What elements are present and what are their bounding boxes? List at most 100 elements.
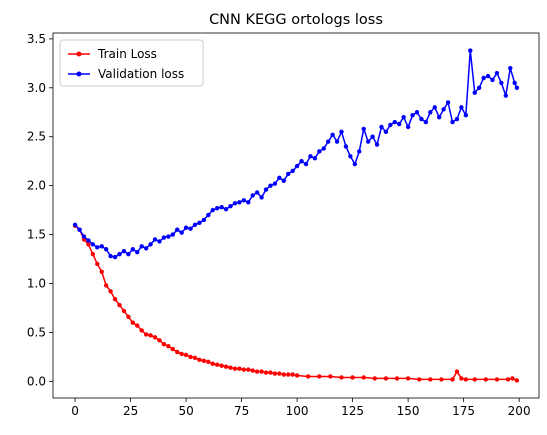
data-point-train-loss <box>126 314 131 319</box>
data-point-validation-loss <box>437 114 442 120</box>
x-tick-label: 75 <box>234 404 249 418</box>
data-point-train-loss <box>405 376 411 381</box>
data-point-train-loss <box>99 269 104 274</box>
series-validation-loss <box>72 48 520 260</box>
data-point-validation-loss <box>161 235 167 240</box>
data-point-train-loss <box>250 368 255 373</box>
data-point-train-loss <box>268 370 273 375</box>
data-point-validation-loss <box>490 77 495 83</box>
data-point-validation-loss <box>432 105 437 110</box>
data-point-validation-loss <box>423 119 429 125</box>
data-point-train-loss <box>350 375 355 380</box>
data-point-validation-loss <box>72 222 78 227</box>
data-point-validation-loss <box>143 246 149 251</box>
data-point-validation-loss <box>103 247 109 252</box>
data-point-train-loss <box>241 367 247 372</box>
data-point-validation-loss <box>170 232 175 237</box>
data-point-train-loss <box>121 308 127 314</box>
x-tick-label: 175 <box>452 404 475 418</box>
data-point-validation-loss <box>374 142 380 147</box>
data-point-train-loss <box>514 378 520 383</box>
data-point-validation-loss <box>503 93 509 98</box>
data-point-validation-loss <box>179 230 184 235</box>
data-point-validation-loss <box>206 212 211 218</box>
data-point-validation-loss <box>379 124 384 130</box>
data-point-train-loss <box>281 372 286 377</box>
data-point-validation-loss <box>219 204 224 210</box>
data-point-validation-loss <box>428 110 433 115</box>
y-tick-label: 2.0 <box>27 179 46 193</box>
data-point-validation-loss <box>263 187 269 192</box>
data-point-train-loss <box>263 370 269 375</box>
data-point-train-loss <box>157 338 162 343</box>
data-point-validation-loss <box>370 134 375 139</box>
data-point-train-loss <box>148 333 153 338</box>
data-point-validation-loss <box>81 234 87 239</box>
legend-swatch-marker <box>76 51 82 57</box>
legend-label: Validation loss <box>98 67 184 81</box>
data-point-validation-loss <box>286 171 291 177</box>
data-point-validation-loss <box>472 90 477 95</box>
data-point-validation-loss <box>268 183 273 188</box>
data-point-validation-loss <box>201 217 207 223</box>
data-point-train-loss <box>197 357 202 363</box>
data-point-train-loss <box>339 375 344 380</box>
data-point-train-loss <box>246 367 251 372</box>
data-point-validation-loss <box>272 181 278 186</box>
y-tick-label: 2.5 <box>27 130 46 144</box>
data-point-train-loss <box>223 364 229 369</box>
legend-label: Train Loss <box>97 47 157 61</box>
data-point-validation-loss <box>352 161 358 167</box>
data-point-train-loss <box>214 362 220 367</box>
chart-title: CNN KEGG ortologs loss <box>209 12 383 28</box>
data-point-validation-loss <box>192 222 198 227</box>
data-point-validation-loss <box>112 254 118 260</box>
data-point-validation-loss <box>419 116 424 122</box>
data-point-validation-loss <box>361 126 366 132</box>
y-tick-label: 3.5 <box>27 32 46 46</box>
data-point-validation-loss <box>148 242 153 247</box>
data-point-validation-loss <box>152 237 158 242</box>
data-point-train-loss <box>192 355 198 361</box>
data-point-train-loss <box>472 377 477 382</box>
data-point-validation-loss <box>90 242 96 247</box>
data-point-validation-loss <box>183 225 189 230</box>
data-point-train-loss <box>272 371 278 376</box>
axes-frame <box>52 32 540 399</box>
data-point-train-loss <box>237 366 242 371</box>
data-point-validation-loss <box>357 149 362 154</box>
data-point-train-loss <box>179 351 184 357</box>
y-tick-label: 0.5 <box>27 325 46 339</box>
data-point-validation-loss <box>348 154 353 159</box>
data-point-train-loss <box>161 341 167 347</box>
data-point-validation-loss <box>494 70 500 76</box>
data-point-train-loss <box>175 349 180 355</box>
data-point-validation-loss <box>321 146 326 151</box>
data-point-validation-loss <box>294 163 300 169</box>
x-tick-label: 100 <box>286 404 309 418</box>
data-point-validation-loss <box>210 207 215 213</box>
data-point-validation-loss <box>463 113 469 118</box>
data-point-validation-loss <box>214 205 220 211</box>
data-point-train-loss <box>254 369 260 374</box>
series-train-loss <box>72 223 520 383</box>
data-point-train-loss <box>459 376 464 381</box>
data-point-validation-loss <box>157 239 162 244</box>
data-point-train-loss <box>232 366 238 371</box>
legend-box <box>59 39 204 87</box>
data-point-train-loss <box>228 365 233 370</box>
x-tick-label: 125 <box>341 404 364 418</box>
data-point-train-loss <box>206 359 211 364</box>
data-point-validation-loss <box>325 139 331 144</box>
x-tick-label: 25 <box>123 404 138 418</box>
data-point-validation-loss <box>86 238 91 243</box>
data-point-validation-loss <box>108 253 113 259</box>
legend: Train Loss Validation loss <box>59 39 204 87</box>
data-point-validation-loss <box>388 122 393 128</box>
data-point-train-loss <box>306 374 311 379</box>
data-point-train-loss <box>290 372 295 377</box>
data-point-validation-loss <box>228 204 233 209</box>
data-point-validation-loss <box>175 227 180 232</box>
